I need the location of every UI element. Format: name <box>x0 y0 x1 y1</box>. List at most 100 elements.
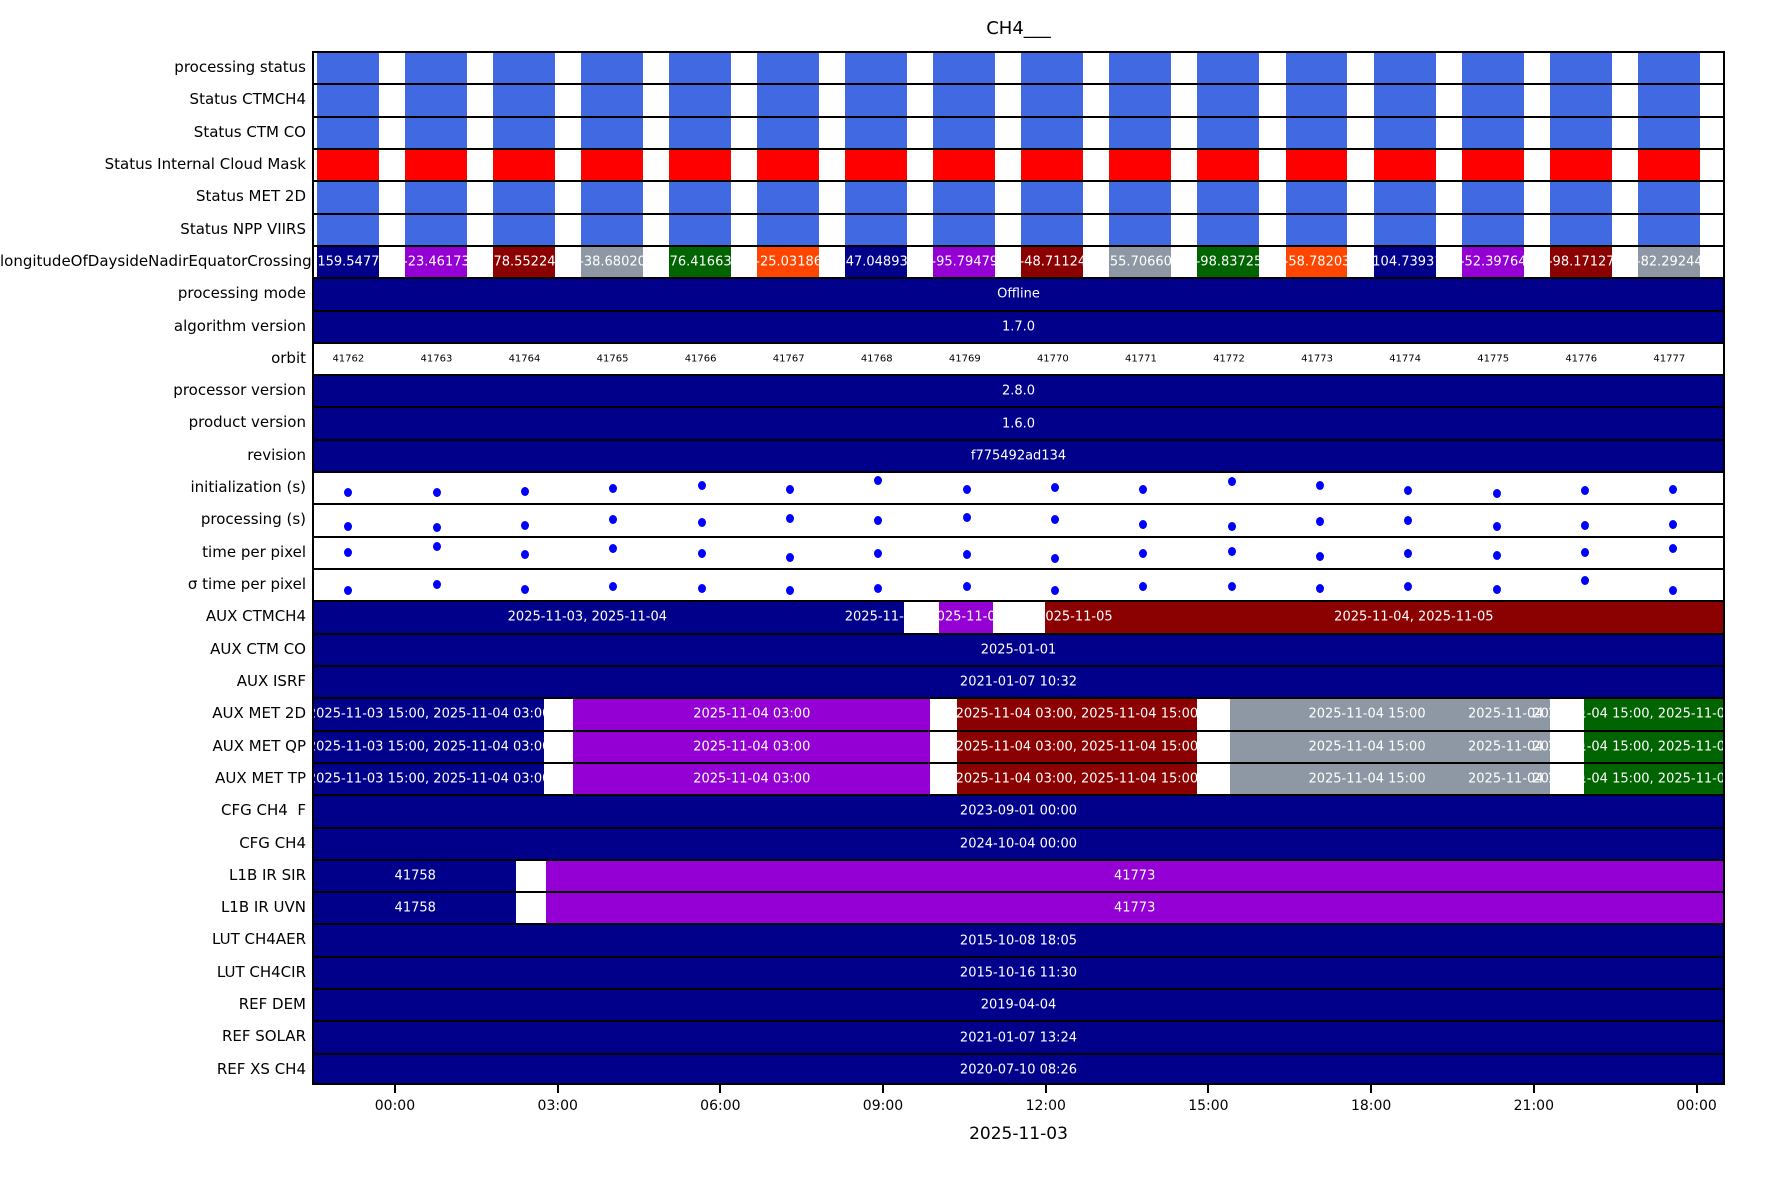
bar-segment-label: 2.8.0 <box>1001 383 1036 399</box>
orbit-number: 41771 <box>1125 353 1157 365</box>
bar-segment <box>546 860 1723 892</box>
scatter-dot <box>1227 521 1236 531</box>
row-label: processing mode <box>177 284 306 303</box>
status-block <box>669 149 732 181</box>
bar-segment <box>1503 763 1550 795</box>
scatter-dot <box>874 549 883 559</box>
row-label: AUX MET QP <box>212 736 307 755</box>
x-tick <box>556 1085 559 1093</box>
row-label: AUX MET 2D <box>212 704 306 723</box>
row-label: time per pixel <box>202 542 306 561</box>
status-block <box>316 53 379 84</box>
row-bar: 2021-01-07 10:32 <box>314 666 1723 700</box>
bar-segment <box>1230 699 1504 730</box>
status-block <box>1021 85 1084 116</box>
status-block <box>1109 149 1172 181</box>
longitude-value: 78.55224 <box>493 254 556 270</box>
longitude-block <box>933 246 996 278</box>
row-label: CFG CH4 <box>239 833 306 852</box>
status-block <box>1373 182 1436 213</box>
status-block <box>933 85 996 116</box>
bar-segment-label: f775492ad134 <box>970 448 1067 464</box>
longitude-block <box>669 246 732 278</box>
longitude-value: 159.5477 <box>317 254 380 270</box>
scatter-dot <box>1315 480 1324 490</box>
status-block <box>1461 149 1524 181</box>
row-label: Status MET 2D <box>195 187 306 206</box>
bar-segment <box>314 602 861 633</box>
bar-segment <box>314 796 1723 827</box>
bar-segment-label: 2015-10-08 18:05 <box>959 933 1078 949</box>
scatter-dot <box>1139 485 1148 495</box>
row-label: Status CTM CO <box>193 122 306 141</box>
bar-segment <box>1584 731 1723 762</box>
status-block <box>1197 214 1260 245</box>
scatter-dot <box>1050 514 1059 524</box>
longitude-value: -98.83725 <box>1195 254 1263 270</box>
row-blocks <box>314 182 1723 215</box>
scatter-dot <box>609 581 618 591</box>
orbit-number: 41762 <box>332 353 365 365</box>
bar-segment <box>957 763 1197 795</box>
status-block <box>1637 149 1700 181</box>
status-block <box>1637 214 1700 245</box>
bar-segment <box>1503 699 1550 730</box>
scatter-dot <box>609 483 618 493</box>
status-block <box>404 149 467 181</box>
status-block <box>933 214 996 245</box>
status-block <box>669 85 732 116</box>
orbit-number: 41765 <box>596 353 629 365</box>
bar-segment <box>573 763 931 795</box>
row-orbit: 41762 41763 41764 41765 41766 41767 41768 41769… <box>314 344 1723 377</box>
row-label: longitudeOfDaysideNadirEquatorCrossing <box>0 251 312 270</box>
row-label: orbit <box>271 348 306 367</box>
scatter-dot <box>1227 476 1236 486</box>
longitude-block <box>1197 246 1260 278</box>
longitude-value: 55.70660 <box>1109 254 1172 270</box>
bar-segment <box>314 763 545 795</box>
scatter-dot <box>786 552 794 562</box>
status-block <box>1373 53 1436 84</box>
status-block <box>1549 117 1612 148</box>
scatter-dot <box>1669 585 1678 595</box>
scatter-dot <box>697 583 706 593</box>
orbit-number: 41774 <box>1389 353 1421 365</box>
scatter-dot <box>1669 544 1678 554</box>
status-block <box>581 149 643 181</box>
scatter-dot <box>521 585 530 595</box>
scatter-dot <box>432 522 441 532</box>
x-tick <box>1370 1085 1373 1093</box>
status-block <box>1021 182 1084 213</box>
row-bar: 2025-11-03 15:00, 2025-11-04 03:00 2025-1… <box>314 763 1723 797</box>
bar-segment-label: 2025-11-05 <box>1037 609 1113 625</box>
row-blocks <box>314 214 1723 247</box>
status-block <box>1285 117 1348 148</box>
bar-segment <box>314 279 1723 310</box>
bar-segment <box>314 828 1723 859</box>
row-label: LUT CH4CIR <box>216 962 306 981</box>
row-bar: 2015-10-08 18:05 <box>314 925 1723 958</box>
scatter-dot <box>344 488 353 498</box>
x-tick-label: 21:00 <box>1513 1098 1554 1114</box>
status-block <box>492 214 555 245</box>
longitude-block <box>404 246 467 278</box>
scatter-dot <box>1404 516 1413 526</box>
row-lon: 159.5477 -23.46173 78.55224 -38.68020 76.416… <box>314 246 1723 280</box>
status-block <box>845 182 908 213</box>
row-bar: 41758 41773 <box>314 860 1723 894</box>
bar-segment <box>314 376 1723 407</box>
bar-segment <box>314 699 545 730</box>
status-block <box>316 149 379 181</box>
status-block <box>1549 53 1612 84</box>
row-label: σ time per pixel <box>187 575 306 593</box>
bar-segment-label: 2023-09-01 00:00 <box>959 803 1078 819</box>
row-bar: 2025-11-03, 2025-11-04 2025-11-04 2025-11-… <box>314 602 1723 635</box>
status-block <box>1637 117 1700 148</box>
row-label: Status NPP VIIRS <box>180 219 306 238</box>
longitude-block <box>1549 246 1612 278</box>
scatter-dot <box>786 514 794 524</box>
status-block <box>1109 117 1172 148</box>
scatter-dot <box>432 487 441 497</box>
x-tick-label: 12:00 <box>1025 1098 1066 1114</box>
bar-segment-label: 2025-11-04 15:00 <box>1468 771 1586 787</box>
